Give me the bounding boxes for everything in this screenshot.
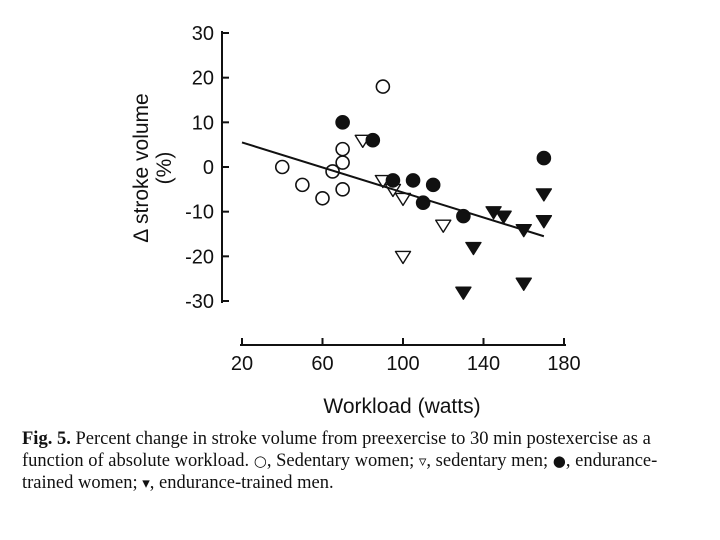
y-tick-label: 0 — [203, 157, 214, 179]
x-tick-label: 100 — [386, 353, 419, 375]
data-points — [274, 79, 553, 300]
point-filled-circle — [425, 177, 441, 193]
point-open-triangle-down — [435, 219, 452, 233]
caption-label-trained-men: , endurance-trained men. — [149, 473, 334, 493]
point-filled-circle — [365, 132, 381, 148]
point-open-circle — [335, 182, 350, 197]
x-tick-label: 140 — [467, 353, 500, 375]
caption-label-sedentary-men: , sedentary men; — [426, 451, 549, 471]
point-filled-triangle-down — [465, 241, 482, 256]
caption-lead: Fig. 5. — [22, 429, 71, 449]
point-filled-triangle-down — [455, 286, 472, 300]
y-axis-title-line1: Δ stroke volume — [130, 93, 153, 242]
point-open-circle — [315, 190, 330, 206]
point-filled-triangle-down — [515, 277, 532, 291]
point-open-triangle-down — [394, 192, 412, 207]
x-tick-label: 20 — [231, 353, 253, 375]
y-tick-label: -20 — [185, 246, 214, 268]
open-circle-icon: ○ — [253, 452, 267, 470]
figure-caption: Fig. 5. Percent change in stroke volume … — [22, 428, 694, 494]
point-open-circle — [335, 141, 350, 157]
point-filled-triangle-down — [535, 188, 553, 202]
caption-label-sedentary-women: , Sedentary women; — [266, 451, 415, 471]
point-filled-circle — [385, 173, 401, 188]
filled-circle-icon: ● — [552, 452, 566, 470]
y-tick-label: 20 — [192, 68, 214, 90]
regression-line — [241, 141, 545, 238]
point-open-circle — [335, 155, 350, 170]
x-axis: 20 60 100 140 180 — [231, 338, 581, 375]
y-tick-label: 10 — [192, 112, 214, 134]
y-tick-label: -10 — [185, 202, 214, 224]
point-filled-triangle-down — [535, 215, 553, 229]
y-tick-label: 30 — [192, 23, 214, 45]
open-triangle-down-icon: ▿ — [418, 452, 427, 470]
point-filled-triangle-down — [495, 210, 512, 224]
point-filled-circle — [536, 150, 552, 166]
point-open-triangle-down — [394, 250, 412, 265]
x-tick-label: 180 — [547, 353, 580, 375]
caption-label-trained-women: , endurance-trained women; — [22, 451, 658, 493]
x-tick-label: 60 — [311, 353, 333, 375]
point-open-circle — [295, 177, 310, 193]
point-filled-circle — [405, 173, 421, 188]
x-axis-title: Workload (watts) — [323, 395, 480, 418]
y-tick-label: -30 — [185, 291, 214, 313]
filled-triangle-down-icon: ▾ — [142, 474, 150, 492]
y-axis-title-line2: (%) — [153, 152, 176, 185]
caption-text: Percent change in stroke volume from pre… — [22, 429, 651, 471]
y-axis: 30 20 10 0 -10 -20 -30 — [185, 23, 229, 313]
point-filled-circle — [335, 115, 350, 130]
point-open-circle — [274, 159, 290, 175]
point-open-circle — [375, 79, 391, 94]
